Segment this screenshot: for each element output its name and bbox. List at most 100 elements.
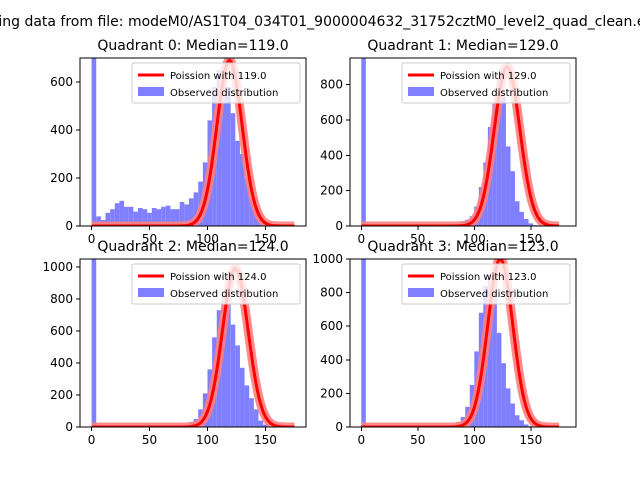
histogram-bar — [361, 259, 366, 427]
histogram-bar — [221, 67, 227, 226]
histogram-bar — [175, 209, 180, 226]
y-tick-label: 1000 — [312, 252, 343, 266]
histogram-bar — [133, 211, 138, 226]
x-tick-label: 150 — [254, 433, 277, 447]
x-tick-label: 100 — [196, 232, 219, 246]
y-tick-label: 400 — [50, 356, 73, 370]
histogram-bar — [165, 205, 171, 226]
axes-frame — [349, 258, 577, 428]
histogram-bar — [239, 367, 245, 427]
legend-line-label: Poission with 119.0 — [170, 71, 266, 82]
y-tick-label: 600 — [50, 75, 73, 89]
histogram-bar — [263, 424, 268, 427]
histogram-bar — [519, 420, 525, 427]
legend: Poission with 124.0 Observed distribution — [131, 263, 301, 305]
quadrant-title: Quadrant 0: Median=119.0 — [97, 38, 288, 54]
histogram-bar — [253, 409, 259, 427]
poisson-curve — [91, 58, 295, 226]
legend: Poission with 123.0 Observed distribution — [401, 263, 571, 305]
y-tick-label: 800 — [320, 78, 343, 92]
y-tick-label: 200 — [320, 386, 343, 400]
histogram-bar — [249, 398, 254, 427]
y-tick-label: 200 — [50, 388, 73, 402]
histogram-bar — [193, 192, 199, 226]
legend-hist-label: Observed distribution — [170, 289, 278, 300]
histogram-bar — [244, 178, 250, 226]
histogram-bar — [137, 208, 143, 226]
legend-hist-label: Observed distribution — [440, 289, 548, 300]
histogram-bar — [156, 209, 162, 226]
histogram-bar — [496, 77, 502, 226]
axes-frame — [349, 57, 577, 227]
quadrant-title: Quadrant 2: Median=124.0 — [97, 239, 288, 255]
histogram-bar — [361, 58, 366, 226]
y-tick-label: 400 — [320, 148, 343, 162]
x-tick-label: 50 — [410, 433, 425, 447]
histogram-bar — [91, 58, 97, 226]
quadrant-2-chart: 0 50 100 150 0 200 400 600 800 1000 Quadrant 2: Me… — [42, 239, 307, 447]
legend-hist-swatch — [138, 87, 164, 96]
y-tick-label: 800 — [320, 286, 343, 300]
histogram-bar — [249, 197, 254, 226]
x-tick-label: 50 — [142, 232, 157, 246]
histogram-bar — [230, 113, 236, 226]
y-tick-label: 600 — [320, 113, 343, 127]
histogram-bar — [110, 209, 115, 226]
histogram-bar — [216, 70, 222, 226]
histogram-bar — [492, 299, 497, 427]
histogram-bar — [514, 201, 520, 226]
histogram-bar — [239, 154, 245, 226]
legend-line-label: Poission with 129.0 — [440, 71, 536, 82]
histogram-bar — [244, 385, 250, 427]
x-tick-label: 0 — [357, 433, 365, 447]
legend-line-label: Poission with 124.0 — [170, 272, 266, 283]
legend-hist-swatch — [408, 288, 434, 297]
histogram-bar — [179, 202, 185, 226]
legend: Poission with 119.0 Observed distribution — [131, 62, 301, 104]
y-tick-label: 0 — [65, 420, 73, 434]
histogram-bar — [147, 212, 152, 226]
quadrant-title: Quadrant 1: Median=129.0 — [367, 38, 558, 54]
histogram-bar — [230, 324, 236, 427]
histogram-bar — [514, 415, 520, 427]
histogram-bar — [188, 198, 194, 226]
histogram-bar — [501, 96, 506, 226]
histogram-bar — [505, 146, 511, 226]
y-tick-label: 200 — [320, 184, 343, 198]
y-tick-label: 400 — [320, 353, 343, 367]
histogram-bar — [501, 363, 506, 427]
histogram-bar — [91, 259, 97, 427]
legend-box — [131, 263, 301, 305]
y-tick-label: 0 — [335, 420, 343, 434]
histogram-bar — [492, 103, 497, 226]
legend-box — [131, 62, 301, 104]
x-tick-label: 50 — [410, 232, 425, 246]
histogram-bar — [221, 297, 227, 427]
histogram-bar — [235, 345, 240, 427]
histogram-bar — [128, 206, 134, 226]
y-tick-label: 400 — [50, 123, 73, 137]
histogram-bar — [151, 208, 157, 226]
histogram-bar — [528, 223, 534, 226]
x-tick-label: 100 — [463, 232, 486, 246]
histogram-bar — [184, 204, 189, 226]
quadrant-title: Quadrant 3: Median=123.0 — [367, 239, 558, 255]
y-tick-label: 1000 — [42, 260, 73, 274]
legend-hist-swatch — [138, 288, 164, 297]
x-tick-label: 150 — [254, 232, 277, 246]
histogram-bar — [519, 211, 525, 226]
y-tick-label: 0 — [335, 219, 343, 233]
poisson-curve — [360, 259, 560, 427]
legend-line-label: Poission with 123.0 — [440, 272, 536, 283]
legend-box — [401, 62, 571, 104]
histogram-bar — [96, 216, 101, 226]
legend-hist-swatch — [408, 87, 434, 96]
figure-suptitle: Using data from file: modeM0/AS1T04_034T… — [0, 14, 640, 30]
legend-box — [401, 263, 571, 305]
histogram-bar — [105, 212, 111, 226]
histogram-bar — [142, 209, 148, 226]
histogram-bar — [487, 274, 493, 427]
quadrant-1-chart: 0 50 100 150 0 200 400 600 800 Quadrant 1: Median… — [320, 38, 577, 246]
histogram-bar — [496, 332, 502, 427]
